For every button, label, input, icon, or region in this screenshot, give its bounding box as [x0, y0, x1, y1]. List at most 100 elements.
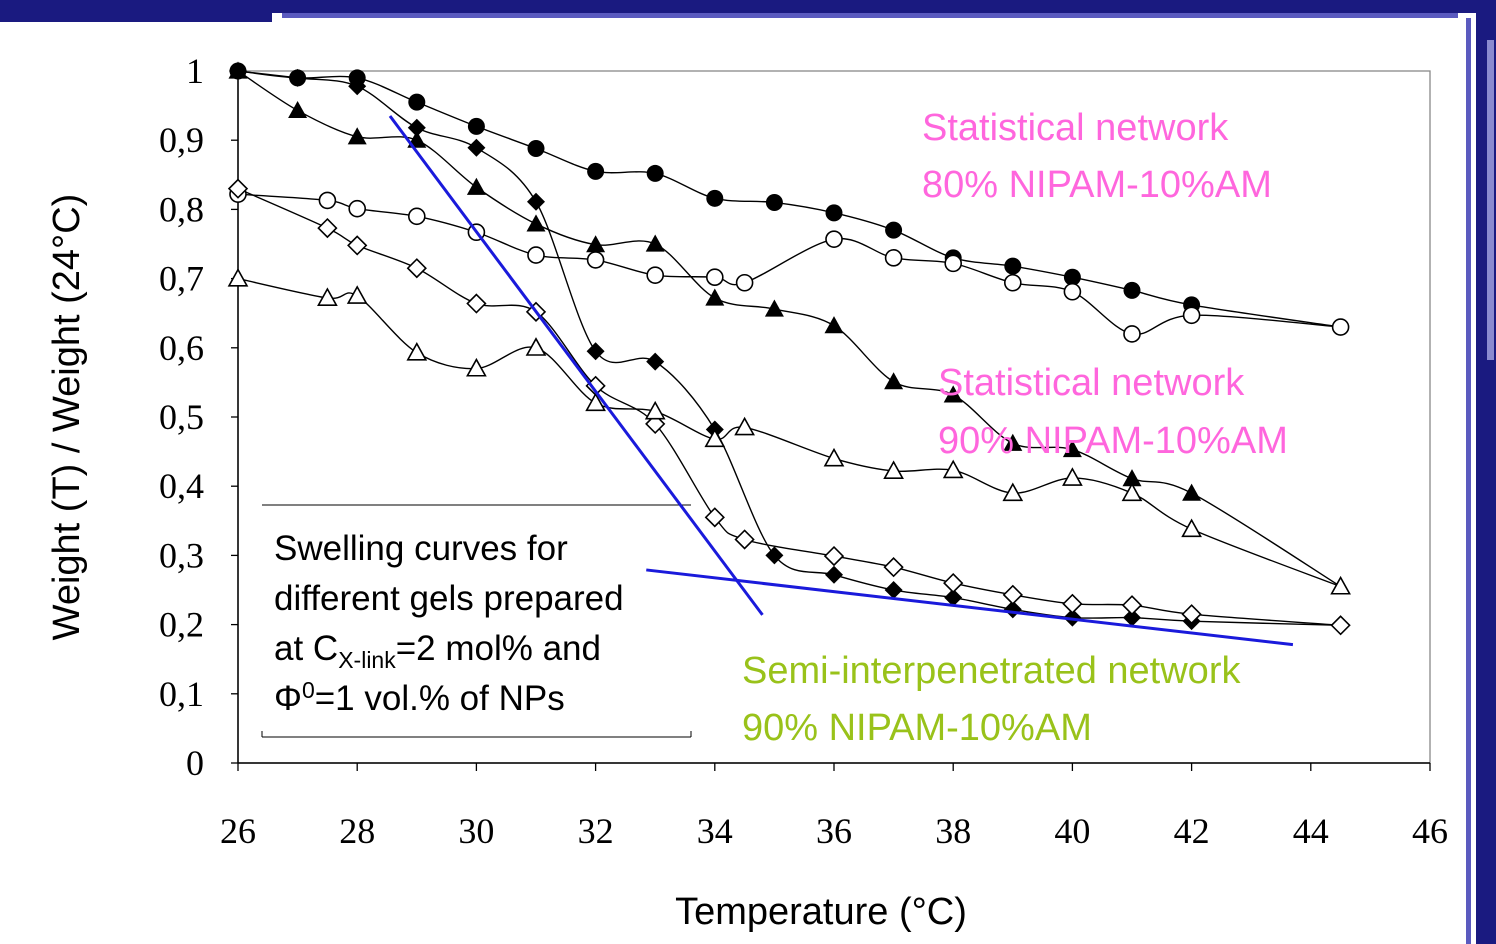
data-point-series-3	[1062, 440, 1082, 458]
data-point-series-1	[1123, 281, 1141, 299]
data-point-series-6	[644, 400, 666, 420]
data-point-series-1	[885, 221, 903, 239]
annotation-semi-line-1: Semi-interpenetrated network	[742, 650, 1241, 692]
data-point-series-6	[1062, 467, 1083, 486]
annotation-semi-line-2: 90% NIPAM-10%AM	[742, 707, 1092, 749]
textbox-line-1: Swelling curves for	[274, 529, 568, 568]
data-point-series-6	[704, 428, 726, 448]
data-point-series-4	[944, 588, 963, 607]
data-point-series-2	[1003, 273, 1022, 292]
data-point-series-3	[586, 235, 606, 253]
data-point-series-3	[645, 234, 665, 252]
x-axis-ticks: 26 28 30 32 34 36 38 40 42 44 46	[220, 763, 1448, 851]
data-point-series-4	[467, 138, 486, 157]
data-point-series-2	[646, 266, 665, 284]
data-point-series-5	[943, 572, 964, 594]
data-point-series-1	[646, 164, 664, 182]
series-line-2	[237, 193, 1341, 336]
y-tick-label: 0,1	[159, 674, 204, 714]
data-point-series-4	[527, 192, 545, 211]
data-point-series-6	[466, 357, 487, 377]
data-point-series-5	[347, 235, 368, 256]
textbox-line-4-sup: 0	[302, 677, 315, 703]
data-point-series-6	[1181, 518, 1202, 538]
data-point-series-2	[407, 207, 426, 226]
data-point-series-5	[466, 293, 487, 314]
data-point-series-1	[1063, 268, 1081, 286]
x-axis-label: Temperature (°C)	[675, 891, 967, 933]
series-line-6	[237, 277, 1341, 588]
right-bar-stripe	[1466, 18, 1471, 944]
y-tick-label: 0,3	[159, 535, 204, 575]
y-tick-label: 0,4	[159, 466, 204, 506]
annotation-90-line-2: 90% NIPAM-10%AM	[938, 420, 1288, 462]
info-textbox: Swelling curves for different gels prepa…	[261, 504, 692, 738]
data-point-series-1	[1004, 257, 1022, 275]
data-point-series-6	[525, 337, 547, 356]
series-layer	[227, 61, 1351, 636]
x-tick-label: 36	[816, 811, 852, 851]
series-markers-6	[227, 267, 1351, 595]
data-point-series-1	[587, 162, 605, 180]
data-point-series-5	[1062, 593, 1083, 614]
x-tick-label: 32	[578, 811, 614, 851]
guide-lines	[388, 115, 1294, 647]
data-point-series-1	[706, 189, 724, 207]
data-point-series-3	[1003, 433, 1023, 451]
data-point-series-6	[1121, 482, 1143, 502]
data-point-series-6	[883, 460, 904, 479]
series-markers-5	[227, 178, 1351, 636]
data-point-series-3	[1182, 483, 1202, 501]
textbox-line-4-post: =1 vol.% of NPs	[315, 679, 565, 718]
textbox-line-3-sub: X-link	[338, 647, 396, 673]
data-point-series-5	[1002, 584, 1023, 605]
textbox-line-3-post: =2 mol% and	[396, 629, 601, 668]
data-point-series-1	[825, 204, 843, 222]
data-point-series-6	[942, 459, 964, 479]
y-tick-label: 0,7	[159, 259, 204, 299]
x-tick-label: 40	[1054, 811, 1090, 851]
textbox-line-3-pre: at C	[274, 629, 338, 668]
data-point-series-4	[407, 118, 426, 137]
annotation-90-line-1: Statistical network	[938, 362, 1245, 404]
data-point-series-1	[527, 140, 545, 158]
data-point-series-4	[586, 342, 605, 361]
data-point-series-3	[347, 127, 367, 145]
y-tick-label: 0,9	[159, 120, 204, 160]
data-point-series-3	[943, 385, 963, 403]
data-point-series-3	[526, 214, 546, 232]
data-point-series-3	[764, 299, 784, 317]
data-point-series-1	[765, 193, 783, 211]
y-axis-ticks: 0 0,1 0,2 0,3 0,4 0,5 0,6 0,7 0,8 0,9 1	[159, 51, 238, 783]
x-tick-label: 42	[1174, 811, 1210, 851]
series-markers-2	[229, 185, 1350, 343]
data-point-series-2	[1331, 318, 1350, 336]
data-point-series-6	[1330, 575, 1351, 595]
data-point-series-4	[825, 565, 843, 584]
data-point-series-5	[883, 557, 904, 578]
x-tick-label: 44	[1293, 811, 1329, 851]
data-point-series-6	[317, 287, 338, 306]
data-point-series-6	[734, 416, 755, 436]
data-point-series-2	[586, 251, 605, 269]
right-bar-highlight	[1487, 40, 1494, 360]
data-point-series-5	[317, 217, 338, 239]
x-tick-label: 46	[1412, 811, 1448, 851]
y-axis-label: Weight (T) / Weight (24°C)	[46, 194, 88, 641]
data-point-series-5	[406, 258, 427, 279]
top-bar-left	[0, 0, 272, 22]
annotation-80-line-2: 80% NIPAM-10%AM	[922, 164, 1272, 206]
data-point-series-4	[348, 77, 367, 96]
x-tick-label: 30	[458, 811, 494, 851]
data-point-series-5	[704, 507, 725, 528]
y-tick-label: 0,2	[159, 605, 204, 645]
annotation-80-line-1: Statistical network	[922, 107, 1229, 149]
data-point-series-5	[1181, 604, 1202, 625]
data-point-series-5	[1121, 595, 1143, 616]
data-point-series-2	[884, 249, 903, 267]
textbox-line-3: at CX-link=2 mol% and	[274, 629, 601, 673]
y-tick-label: 0,6	[159, 328, 204, 368]
data-point-series-6	[346, 285, 368, 304]
data-point-series-5	[227, 178, 249, 199]
data-point-series-4	[229, 62, 247, 80]
